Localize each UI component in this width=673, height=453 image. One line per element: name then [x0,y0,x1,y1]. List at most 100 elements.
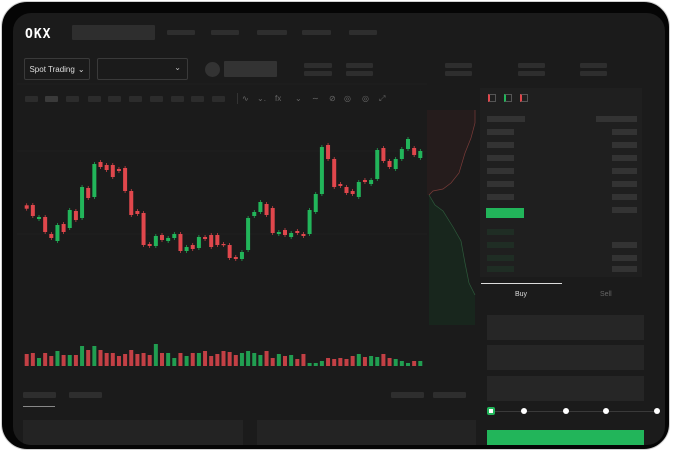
candle[interactable] [246,218,251,250]
nav-item[interactable] [257,30,287,35]
filter-button[interactable] [391,392,424,398]
candle[interactable] [381,148,386,161]
candle[interactable] [129,191,134,215]
nav-item[interactable] [211,30,239,35]
percent-slider-track[interactable] [491,411,657,412]
timeframe-button[interactable] [212,96,225,102]
candle[interactable] [196,237,201,248]
timeframe-button[interactable] [25,96,38,102]
candle[interactable] [86,188,91,198]
total-input[interactable] [487,376,644,401]
camera-icon[interactable]: ◎ [344,94,351,103]
candle[interactable] [172,234,177,238]
okx-logo[interactable]: OKX [25,27,52,42]
candle[interactable] [166,238,171,241]
candle[interactable] [350,191,355,194]
timeframe-button[interactable] [88,96,101,102]
candle[interactable] [252,212,257,216]
tab-open-orders[interactable] [23,392,56,398]
slider-handle[interactable] [487,407,495,415]
candle[interactable] [43,217,48,232]
candle[interactable] [387,161,392,167]
candle[interactable] [190,245,195,249]
candle[interactable] [307,210,312,234]
candle[interactable] [30,205,35,216]
tab-history[interactable] [69,392,102,398]
check-icon[interactable]: ⌄ [295,94,302,103]
candle[interactable] [276,232,281,234]
candle[interactable] [116,169,121,171]
candle[interactable] [160,235,164,240]
candle[interactable] [326,145,331,159]
timeframe-button[interactable] [66,96,79,102]
candle[interactable] [123,168,128,191]
candle[interactable] [110,165,115,177]
candle[interactable] [153,236,158,246]
amount-input[interactable] [487,345,644,370]
candle[interactable] [55,225,60,241]
candle[interactable] [319,147,324,194]
candle[interactable] [209,235,214,247]
candle[interactable] [283,230,287,235]
book-bids-icon[interactable] [504,94,512,102]
candle[interactable] [98,162,103,167]
candle[interactable] [92,164,97,197]
candle[interactable] [338,184,343,186]
timeframe-button[interactable] [171,96,184,102]
candle[interactable] [73,211,78,220]
nav-item[interactable] [167,30,195,35]
filter-button[interactable] [433,392,466,398]
slider-stop-50[interactable] [563,408,569,414]
draw-icon[interactable]: ∼ [312,94,319,103]
price-input[interactable] [487,315,644,340]
candle[interactable] [406,139,410,149]
fullscreen-icon[interactable]: ⤢ [379,94,386,103]
timeframe-button[interactable] [191,96,204,102]
candle[interactable] [270,208,275,233]
nav-item[interactable] [349,30,377,35]
nav-item[interactable] [302,30,331,35]
candle[interactable] [184,247,189,251]
candle[interactable] [67,210,72,228]
slider-stop-100[interactable] [654,408,660,414]
candlestick-chart[interactable] [13,13,483,383]
candle[interactable] [221,244,226,246]
settings-icon[interactable]: ◎ [362,94,369,103]
pencil-icon[interactable]: ⊘ [329,94,336,103]
pair-select[interactable]: ⌄ [97,58,188,80]
candle[interactable] [178,234,183,251]
candle[interactable] [369,180,374,184]
candle[interactable] [24,205,29,209]
timeframe-button[interactable] [108,96,121,102]
candle[interactable] [80,187,85,218]
market-type-dropdown[interactable]: Spot Trading ⌄ [24,58,90,80]
candle[interactable] [49,234,54,238]
slider-stop-25[interactable] [521,408,527,414]
candle[interactable] [215,235,220,245]
book-asks-icon[interactable] [520,94,528,102]
timeframe-button[interactable] [45,96,58,102]
book-both-icon[interactable] [488,94,496,102]
candle[interactable] [37,217,41,219]
tab-buy[interactable]: Buy [515,291,528,298]
candle[interactable] [135,211,140,214]
timeframe-button[interactable] [150,96,163,102]
tab-sell[interactable]: Sell [600,291,612,298]
timeframe-button[interactable] [129,96,142,102]
indicator-icon[interactable]: ⌄. [257,94,266,103]
candle[interactable] [264,204,269,215]
candle[interactable] [332,159,337,187]
candle[interactable] [356,182,361,197]
buy-submit-button[interactable] [487,430,644,445]
candle[interactable] [61,224,66,232]
candle[interactable] [375,150,380,179]
candle[interactable] [399,149,404,159]
candle[interactable] [104,165,109,170]
candle[interactable] [418,151,423,158]
candle[interactable] [412,148,417,155]
candle[interactable] [147,244,152,246]
candle[interactable] [344,187,349,193]
slider-stop-75[interactable] [603,408,609,414]
candle[interactable] [258,202,263,212]
candle[interactable] [393,159,398,169]
